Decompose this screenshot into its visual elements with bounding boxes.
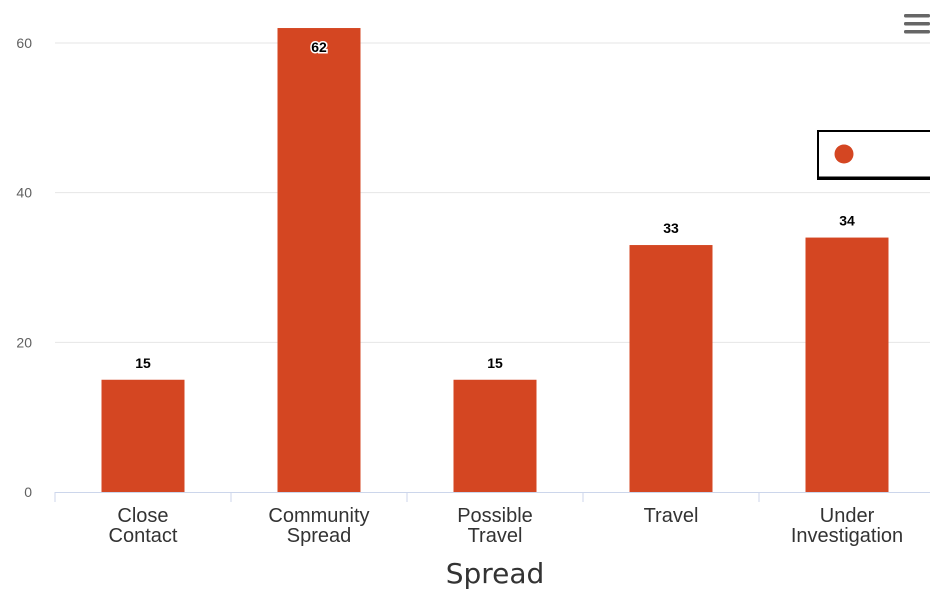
legend[interactable] — [817, 130, 930, 180]
bar-series[interactable] — [101, 28, 889, 493]
x-tick-label: Possible Travel — [457, 505, 533, 547]
data-label: 15 — [487, 355, 503, 371]
data-label: 34 — [839, 213, 855, 229]
y-tick-label: 20 — [16, 334, 32, 350]
y-tick-label: 40 — [16, 185, 32, 201]
y-axis: 0 20 40 60 — [16, 35, 32, 500]
bar[interactable] — [101, 379, 185, 492]
x-tick-label: Travel — [644, 505, 699, 527]
bar[interactable] — [453, 379, 537, 492]
data-label: 15 — [135, 355, 151, 371]
menu-icon-bar — [904, 22, 930, 26]
x-tick-label: Close Contact — [109, 505, 178, 547]
legend-marker-icon — [834, 144, 854, 164]
menu-icon[interactable] — [904, 14, 930, 34]
x-axis-title: Spread — [446, 557, 545, 590]
data-label: 33 — [663, 220, 679, 236]
menu-icon-bar — [904, 30, 930, 34]
menu-icon-bar — [904, 14, 930, 18]
x-tick-label: Community Spread — [268, 505, 369, 547]
x-tick-label: Under Investigation — [791, 505, 903, 547]
bar[interactable] — [277, 28, 361, 493]
bar[interactable] — [629, 245, 713, 492]
x-axis: Close Contact Community Spread Possible Trave… — [54, 492, 903, 547]
gridlines — [55, 42, 930, 343]
data-labels: 15 62 15 33 34 — [135, 38, 855, 371]
y-tick-label: 0 — [24, 484, 32, 500]
data-label: 62 — [311, 39, 327, 55]
bar[interactable] — [805, 237, 889, 492]
y-tick-label: 60 — [16, 35, 32, 51]
